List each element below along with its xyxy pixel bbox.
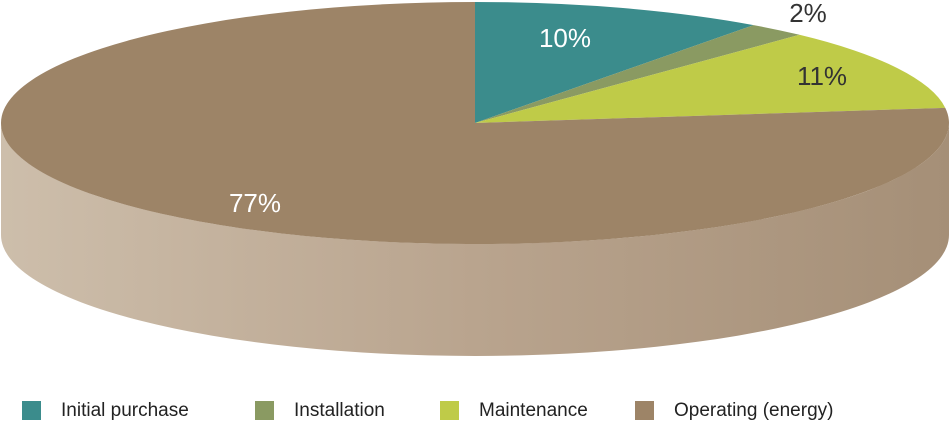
data-label: 77% [229, 188, 281, 218]
data-labels: 10% 2% 11% 77% [229, 0, 847, 218]
data-label: 11% [797, 61, 847, 91]
pie-slice [475, 25, 800, 123]
legend-label: Initial purchase [61, 400, 189, 421]
legend-swatch [22, 401, 41, 420]
pie-slice [475, 34, 946, 123]
pie-slice [0, 2, 950, 245]
pie [0, 2, 950, 356]
legend-label: Installation [294, 400, 385, 421]
data-label: 10% [539, 23, 591, 53]
legend-swatch [255, 401, 274, 420]
pie-side [1, 123, 949, 356]
legend: Initial purchase Installation Maintenance O… [22, 400, 833, 421]
legend-label: Operating (energy) [674, 400, 833, 421]
legend-label: Maintenance [479, 400, 588, 421]
data-label: 2% [789, 0, 827, 28]
legend-swatch [440, 401, 459, 420]
legend-swatch [635, 401, 654, 420]
pie-slice [475, 2, 754, 123]
